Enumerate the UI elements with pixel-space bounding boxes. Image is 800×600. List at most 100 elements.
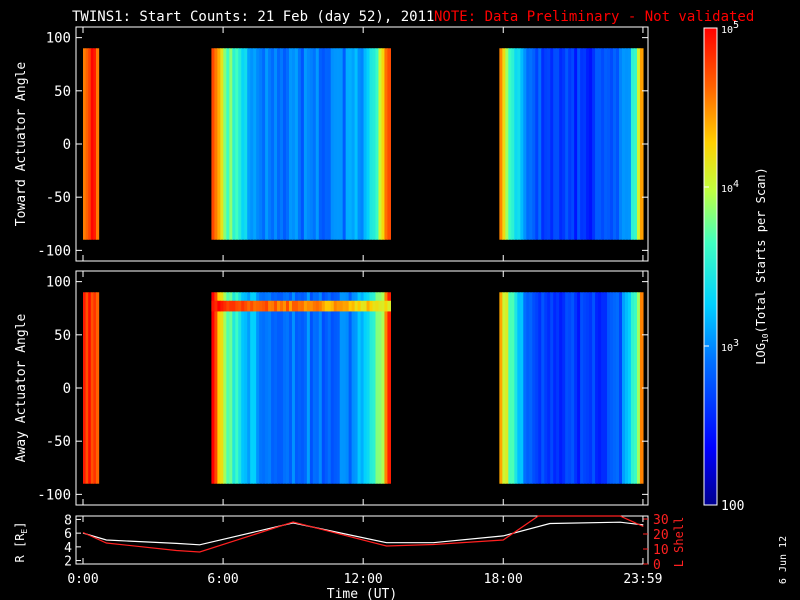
heatmap-column bbox=[502, 292, 506, 484]
heatmap-column bbox=[369, 292, 374, 484]
date-stamp: 6 Jun 12 bbox=[778, 536, 789, 584]
away-ylabel: Away Actuator Angle bbox=[14, 313, 29, 462]
heatmap-column bbox=[505, 48, 509, 240]
heatmap-column bbox=[280, 292, 284, 484]
heatmap-block bbox=[83, 48, 100, 240]
heatmap-column bbox=[93, 292, 97, 484]
panel-away: 100 50 0 -50 -100 Away Actuator Angle bbox=[14, 270, 649, 506]
heatmap-column bbox=[624, 292, 629, 484]
heatmap-column bbox=[562, 48, 566, 240]
heatmap-column bbox=[93, 48, 97, 240]
heatmap-column bbox=[95, 48, 100, 240]
heatmap-column bbox=[598, 48, 602, 240]
x-tick-label: 18:00 bbox=[484, 572, 523, 587]
heatmap-band-cell bbox=[354, 300, 359, 312]
orbit-plot-frame bbox=[75, 515, 649, 565]
heatmap-band-cell bbox=[300, 300, 305, 312]
heatmap-band-cell bbox=[312, 300, 317, 312]
heatmap-column bbox=[294, 292, 299, 484]
r-series-line bbox=[82, 521, 644, 546]
heatmap-band-cell bbox=[235, 300, 239, 312]
heatmap-column bbox=[211, 48, 215, 240]
l-shell-tick-label: 0 bbox=[653, 558, 661, 573]
heatmap-band-cell bbox=[223, 300, 227, 312]
heatmap-column bbox=[366, 292, 371, 484]
heatmap-column bbox=[285, 48, 290, 240]
heatmap-column bbox=[342, 48, 347, 240]
heatmap-column bbox=[333, 292, 338, 484]
y-tick-label: 0 bbox=[63, 381, 71, 397]
heatmap-band-cell bbox=[214, 300, 218, 312]
heatmap-band-cell bbox=[265, 300, 269, 312]
heatmap-column bbox=[360, 48, 365, 240]
heatmap-column bbox=[639, 48, 644, 240]
heatmap-band-cell bbox=[381, 300, 386, 312]
heatmap-band-cell bbox=[378, 300, 383, 312]
heatmap-column bbox=[553, 48, 557, 240]
heatmap-column bbox=[639, 292, 644, 484]
heatmap-column bbox=[262, 292, 266, 484]
heatmap-column bbox=[274, 292, 278, 484]
heatmap-band-cell bbox=[348, 300, 353, 312]
heatmap-column bbox=[574, 292, 578, 484]
heatmap-column bbox=[297, 48, 302, 240]
heatmap-column bbox=[250, 48, 254, 240]
heatmap-column bbox=[544, 48, 548, 240]
heatmap-column bbox=[238, 292, 242, 484]
heatmap-band-cell bbox=[220, 300, 224, 312]
heatmap-band-cell bbox=[327, 300, 332, 312]
heatmap-column bbox=[336, 48, 341, 240]
heatmap-band-cell bbox=[259, 300, 263, 312]
heatmap-column bbox=[556, 292, 560, 484]
heatmap-column bbox=[363, 292, 368, 484]
heatmap-band-cell bbox=[363, 300, 368, 312]
heatmap-band-cell bbox=[274, 300, 278, 312]
heatmap-column bbox=[604, 292, 608, 484]
heatmap-column bbox=[636, 48, 641, 240]
heatmap-column bbox=[354, 48, 359, 240]
heatmap-column bbox=[633, 48, 638, 240]
y-tick-label: 50 bbox=[54, 84, 71, 100]
heatmap-column bbox=[330, 292, 335, 484]
heatmap-column bbox=[378, 292, 383, 484]
heatmap-column bbox=[586, 48, 590, 240]
heatmap-column bbox=[90, 48, 94, 240]
l-shell-tick-label: 30 bbox=[653, 513, 669, 528]
heatmap-band-cell bbox=[336, 300, 341, 312]
heatmap-column bbox=[85, 292, 89, 484]
heatmap-band-cell bbox=[372, 300, 377, 312]
heatmap-column bbox=[309, 48, 314, 240]
heatmap-column bbox=[541, 292, 545, 484]
heatmap-column bbox=[277, 292, 281, 484]
heatmap-column bbox=[508, 48, 512, 240]
x-tick-label: 12:00 bbox=[344, 572, 383, 587]
heatmap-column bbox=[505, 292, 509, 484]
heatmap-block bbox=[499, 48, 644, 240]
heatmap-band-cell bbox=[357, 300, 362, 312]
heatmap-column bbox=[589, 292, 593, 484]
heatmap-column bbox=[595, 292, 599, 484]
heatmap-column bbox=[363, 48, 368, 240]
heatmap-column bbox=[235, 48, 239, 240]
heatmap-column bbox=[291, 292, 296, 484]
heatmap-column bbox=[499, 48, 503, 240]
heatmap-column bbox=[610, 48, 614, 240]
heatmap-column bbox=[556, 48, 560, 240]
heatmap-band-cell bbox=[288, 300, 293, 312]
heatmap-column bbox=[532, 292, 536, 484]
y-tick-label: -100 bbox=[37, 243, 71, 259]
heatmap-column bbox=[499, 292, 503, 484]
y-tick-label: 100 bbox=[46, 275, 71, 291]
heatmap-column bbox=[306, 48, 311, 240]
time-axis-ticks: 0:00 6:00 12:00 18:00 23:59 bbox=[67, 27, 663, 587]
heatmap-column bbox=[220, 292, 224, 484]
heatmap-column bbox=[559, 48, 563, 240]
r-tick-label: 2 bbox=[64, 555, 72, 570]
heatmap-band-cell bbox=[271, 300, 275, 312]
heatmap-column bbox=[547, 292, 551, 484]
heatmap-column bbox=[217, 48, 221, 240]
heatmap-column bbox=[283, 48, 287, 240]
heatmap-column bbox=[598, 292, 602, 484]
heatmap-column bbox=[633, 292, 638, 484]
